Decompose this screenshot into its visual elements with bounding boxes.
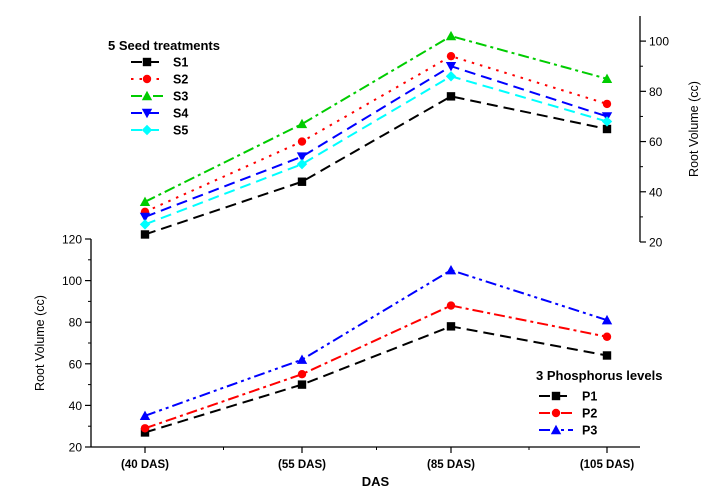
top-y-axis-label: Root Volume (cc) [687, 81, 701, 177]
bottom-data-point-p3 [601, 314, 613, 325]
top-data-point-s3 [445, 30, 457, 41]
legend-label-s1: S1 [173, 56, 188, 70]
legend-label-s5: S5 [173, 124, 188, 138]
bottom-series-line-p1 [144, 325, 608, 434]
legend-marker-p3 [550, 424, 562, 435]
bottom-series-line-p3 [144, 269, 608, 417]
bottom-data-point-p3 [296, 354, 308, 364]
top-data-point-s4 [296, 152, 308, 162]
top-data-point-s2 [602, 99, 612, 109]
top-legend-title: 5 Seed treatments [108, 38, 220, 53]
top-data-point-s1 [297, 177, 307, 186]
top-y-tick-label: 20 [649, 236, 663, 250]
top-data-point-s3 [139, 196, 151, 207]
legend-marker-p1 [551, 391, 561, 401]
legend-marker-s2 [142, 74, 152, 84]
bottom-y-tick-label: 20 [69, 441, 83, 455]
bottom-data-point-p1 [446, 322, 456, 331]
bottom-data-point-p2 [446, 301, 456, 310]
bottom-series-line-p2 [144, 304, 608, 430]
top-y-tick-label: 40 [649, 185, 663, 199]
top-data-point-s5 [296, 158, 308, 170]
legend-label-p2: P2 [582, 407, 597, 421]
x-axis-label: DAS [362, 474, 390, 489]
bottom-data-point-p3 [139, 410, 151, 420]
top-series-line-s5 [144, 75, 608, 226]
legend-label-p1: P1 [582, 390, 597, 404]
top-data-point-s4 [445, 62, 457, 72]
legend-marker-s5 [141, 124, 153, 136]
bottom-y-axis-label: Root Volume (cc) [33, 295, 47, 391]
top-data-point-s2 [297, 137, 307, 146]
top-series-line-s3 [144, 35, 608, 203]
bottom-y-tick-label: 60 [69, 357, 83, 371]
legend-label-s2: S2 [173, 73, 188, 87]
top-data-point-s5 [139, 219, 151, 230]
top-series-line-s1 [144, 95, 608, 236]
bottom-data-point-p1 [297, 380, 307, 389]
top-data-point-s5 [601, 116, 613, 127]
top-data-point-s1 [446, 92, 456, 101]
top-data-point-s1 [602, 124, 612, 134]
top-data-point-s1 [140, 230, 150, 239]
bottom-data-point-p3 [445, 265, 457, 275]
legend-marker-s4 [141, 108, 153, 119]
x-tick-label: (40 DAS) [121, 459, 169, 471]
bottom-y-tick-label: 100 [62, 274, 82, 288]
legend-label-p3: P3 [582, 424, 597, 438]
bottom-data-point-p2 [140, 424, 150, 433]
legend-marker-s3 [141, 90, 153, 101]
bottom-y-tick-label: 40 [69, 399, 83, 413]
x-tick-label: (85 DAS) [427, 459, 475, 471]
top-y-tick-label: 100 [649, 35, 669, 49]
bottom-legend-title: 3 Phosphorus levels [536, 368, 662, 383]
x-tick-label: (55 DAS) [278, 459, 326, 471]
top-data-point-s5 [445, 71, 457, 82]
bottom-data-point-p2 [602, 332, 612, 341]
legend-label-s3: S3 [173, 90, 188, 104]
top-data-point-s2 [446, 51, 456, 61]
top-y-tick-label: 60 [649, 135, 663, 149]
bottom-data-point-p2 [297, 370, 307, 379]
x-tick-label: (105 DAS) [580, 459, 634, 471]
top-y-tick-label: 80 [649, 85, 663, 99]
legend-label-s4: S4 [173, 107, 188, 121]
top-series-line-s4 [144, 65, 608, 218]
bottom-y-tick-label: 120 [62, 233, 82, 247]
top-series-line-s2 [144, 55, 608, 213]
top-data-point-s3 [296, 118, 308, 129]
top-data-point-s4 [139, 212, 151, 223]
legend-marker-p2 [551, 408, 561, 418]
top-data-point-s3 [601, 73, 613, 83]
bottom-y-tick-label: 80 [69, 316, 83, 330]
legend-marker-s1 [142, 57, 152, 67]
bottom-data-point-p1 [602, 351, 612, 360]
